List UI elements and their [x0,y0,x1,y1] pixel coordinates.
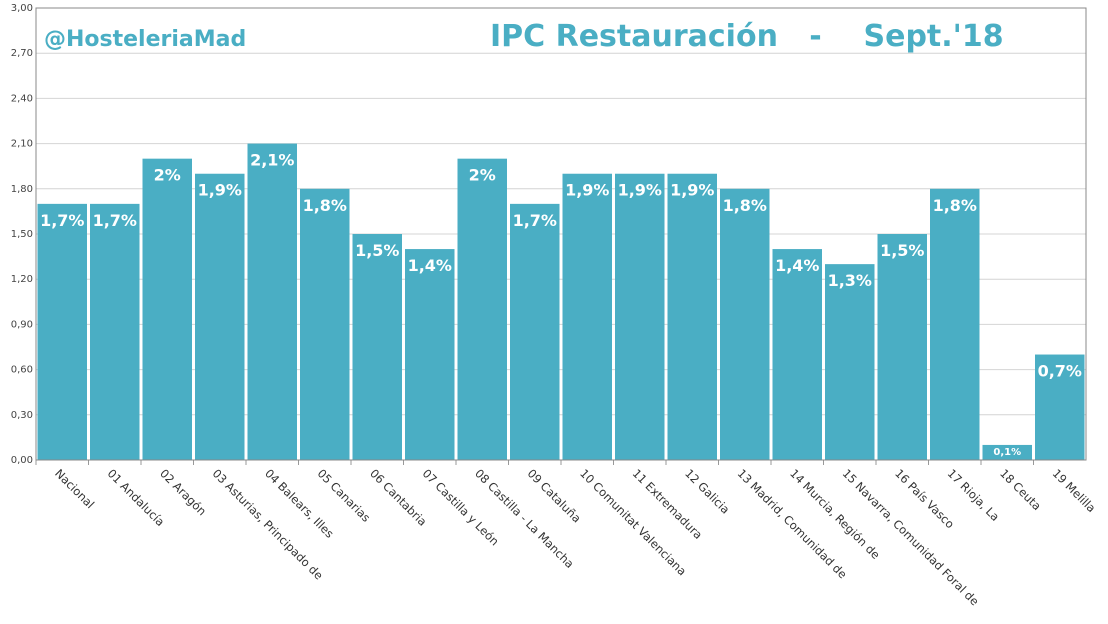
bar-data-label: 1,7% [40,211,84,230]
bar [667,173,717,460]
y-tick-label: 0,90 [11,319,33,330]
bar-data-label: 1,5% [355,241,399,260]
y-tick-label: 2,10 [11,139,33,150]
bars [37,143,1085,461]
bar [247,143,297,460]
bar [37,203,87,460]
gridlines [36,7,1086,461]
bar [300,188,350,461]
bar [195,173,245,460]
twitter-handle: @HosteleriaMad [44,27,246,52]
y-tick-label: 0,60 [11,365,33,376]
y-tick-label: 1,80 [11,184,33,195]
bar-data-label: 1,4% [775,256,819,275]
bar-data-label: 1,9% [565,181,609,200]
x-tick-label: 05 Canarias [315,466,373,524]
y-axis-ticks: 0,00 0,30 0,60 0,90 1,20 1,50 1,80 2,10 2,40 2,70… [11,3,33,466]
x-tick-label: 03 Asturias, Principado de [210,466,326,582]
bar [877,234,927,460]
bar-data-label: 1,9% [670,181,714,200]
bar-data-label: 1,9% [618,181,662,200]
bar [772,249,822,460]
y-tick-label: 2,70 [11,48,33,59]
bar [510,203,560,460]
bar [142,158,192,460]
bar-data-label: 1,7% [93,211,137,230]
x-tick-label: 10 Comunitat Valenciana [577,466,689,578]
bar-data-labels: 1,7% 1,7% 2% 1,9% 2,1% 1,8% 1,5% 1,4% 2% 1,7% 1,9%… [40,151,1082,458]
bar-data-label: 1,8% [303,196,347,215]
bar-data-label: 1,8% [723,196,767,215]
x-tick-label: 08 Castilla - La Mancha [472,466,577,571]
bar-data-label: 1,5% [880,241,924,260]
bar [352,234,402,460]
bar [615,173,665,460]
bar-data-label: 2,1% [250,151,294,170]
x-tick-label: 18 Ceuta [997,466,1044,513]
bar [982,444,1032,460]
y-tick-label: 3,00 [11,3,33,14]
bar-data-label: 1,8% [933,196,977,215]
x-tick-label: Nacional [52,466,97,511]
y-tick-label: 0,30 [11,410,33,421]
plot-frame [35,7,1087,461]
x-tick-label: 12 Galicia [682,466,732,516]
bar [90,203,140,460]
bar-data-label: 0,1% [993,447,1021,458]
x-tick-label: 02 Aragón [157,466,209,518]
x-tick-label: 19 Melilla [1050,466,1099,515]
x-tick-label: 17 Rioja, La [945,466,1003,524]
bar-data-label: 2% [154,166,181,185]
bar-data-label: 0,7% [1038,362,1082,381]
bar-data-label: 1,9% [198,181,242,200]
bar [720,188,770,461]
bar [562,173,612,460]
bar [405,249,455,460]
bar-data-label: 2% [469,166,496,185]
bar-data-label: 1,4% [408,256,452,275]
y-tick-label: 2,40 [11,93,33,104]
y-tick-label: 0,00 [11,455,33,466]
y-tick-label: 1,20 [11,274,33,285]
x-tick-label: 13 Madrid, Comunidad de [735,466,850,581]
bar [825,264,875,460]
chart-title: IPC Restauración - Sept.'18 [490,19,1004,54]
x-tick-label: 14 Murcia, Región de [787,466,883,562]
y-tick-label: 1,50 [11,229,33,240]
bar-data-label: 1,3% [828,271,872,290]
bar [457,158,507,460]
bar [930,188,980,461]
bar-data-label: 1,7% [513,211,557,230]
bar [1035,354,1085,460]
